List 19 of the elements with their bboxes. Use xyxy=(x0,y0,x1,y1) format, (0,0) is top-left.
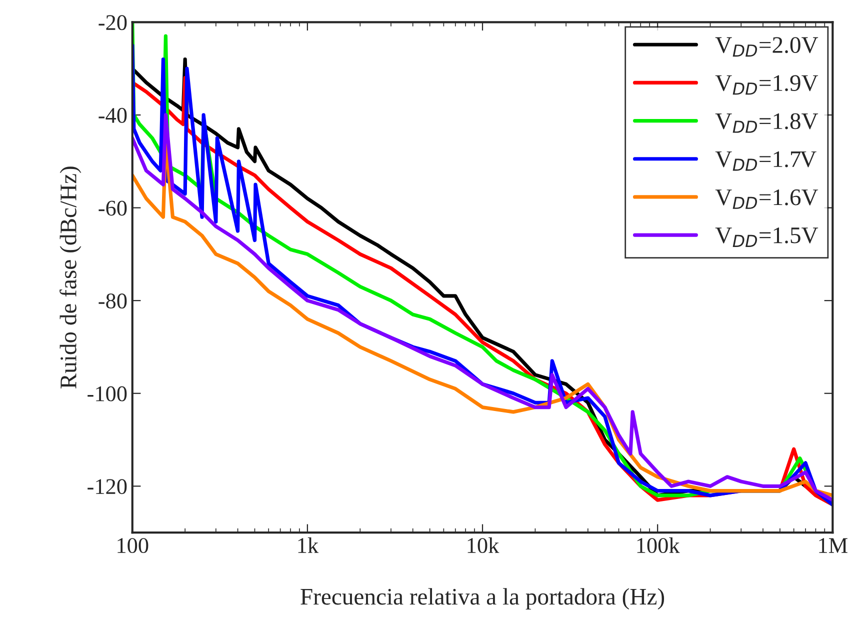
legend-label: V$_{DD}$=1.7V xyxy=(715,151,816,171)
y-tick-label: -100 xyxy=(88,386,127,402)
y-tick-label: -80 xyxy=(98,294,127,308)
x-tick-label: 10k xyxy=(468,537,500,554)
x-axis-title: Frecuencia relativa a la portadora (Hz) xyxy=(300,588,664,610)
legend-label: V$_{DD}$=1.8V xyxy=(715,113,818,133)
x-tick-label: 100 xyxy=(118,538,148,554)
y-tick-label: -120 xyxy=(88,479,127,494)
legend-label: V$_{DD}$=1.9V xyxy=(715,75,818,95)
legend-label: V$_{DD}$=2.0V xyxy=(715,37,818,57)
x-tick-label: 1k xyxy=(298,537,319,553)
legend-label: V$_{DD}$=1.5V xyxy=(715,227,818,247)
x-tick-label: 1M xyxy=(819,538,848,553)
y-axis-title: Ruido de fase (dBc/Hz) xyxy=(60,166,82,388)
x-tick-label: 100k xyxy=(637,537,680,554)
legend-label: V$_{DD}$=1.6V xyxy=(715,189,818,209)
y-tick-label: -20 xyxy=(98,15,127,30)
y-tick-label: -40 xyxy=(98,108,127,123)
y-tick-label: -60 xyxy=(98,200,127,216)
